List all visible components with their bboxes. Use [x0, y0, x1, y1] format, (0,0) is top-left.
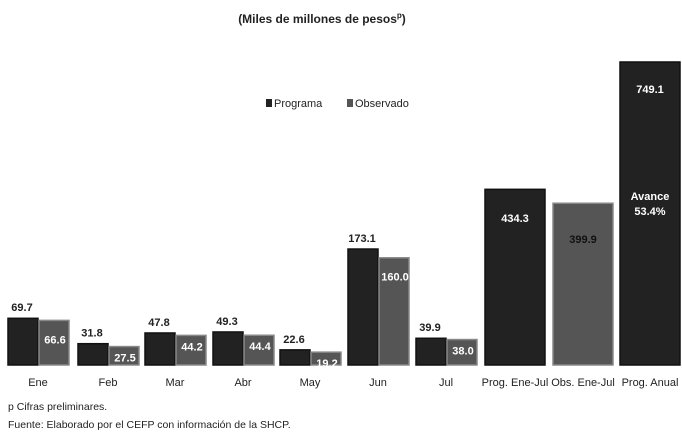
- chart-title: (Miles de millones de pesosp): [238, 11, 406, 26]
- x-tick-label: Obs. Ene-Jul: [551, 377, 615, 389]
- value-label: 434.3: [501, 213, 529, 225]
- bar: [415, 337, 447, 366]
- value-label: 49.3: [216, 316, 237, 328]
- value-label: 44.4: [249, 341, 271, 353]
- value-label: 27.5: [114, 352, 135, 364]
- bar: [484, 188, 546, 366]
- note: Fuente: Elaborado por el CEFP con inform…: [8, 419, 291, 431]
- bar: [619, 61, 681, 366]
- value-label: 39.9: [419, 322, 440, 334]
- bar: [175, 334, 207, 366]
- value-label: 38.0: [452, 345, 473, 357]
- x-tick-label: Jun: [369, 377, 387, 389]
- x-tick-label: May: [300, 377, 321, 389]
- x-tick-label: Ene: [28, 377, 48, 389]
- value-label: 160.0: [381, 272, 409, 284]
- x-tick-label: Mar: [166, 377, 185, 389]
- legend-swatch: [347, 99, 353, 107]
- bar: [77, 342, 109, 366]
- legend-swatch: [266, 99, 272, 107]
- bar: [279, 349, 311, 366]
- annotation: Avance: [631, 191, 670, 203]
- value-label: 22.6: [283, 334, 304, 346]
- legend-label: Observado: [355, 98, 409, 110]
- bar: [144, 332, 176, 366]
- bar: [212, 331, 244, 366]
- title-close: ): [402, 12, 406, 26]
- value-label: 749.1: [636, 84, 664, 96]
- bar: [310, 351, 342, 366]
- annotation: 53.4%: [634, 206, 665, 218]
- value-label: 31.8: [81, 328, 102, 340]
- bar: [38, 319, 70, 366]
- x-tick-label: Prog. Anual: [622, 377, 679, 389]
- value-label: 44.2: [181, 341, 202, 353]
- value-label: 66.6: [44, 334, 65, 346]
- bar: [446, 338, 478, 366]
- bar: [243, 334, 275, 366]
- bar: [552, 202, 614, 366]
- bar: [7, 317, 39, 366]
- x-tick-label: Jul: [439, 377, 453, 389]
- title-superscript: p: [397, 11, 402, 20]
- x-tick-label: Abr: [234, 377, 251, 389]
- value-label: 69.7: [11, 302, 32, 314]
- note: p Cifras preliminares.: [8, 401, 107, 413]
- title-text: (Miles de millones de pesos: [238, 12, 397, 26]
- legend-label: Programa: [274, 98, 323, 110]
- bar: [108, 345, 140, 366]
- x-tick-label: Prog. Ene-Jul: [482, 377, 549, 389]
- x-tick-label: Feb: [99, 377, 118, 389]
- value-label: 173.1: [348, 233, 376, 245]
- value-label: 399.9: [569, 234, 597, 246]
- bar: [347, 248, 379, 366]
- value-label: 47.8: [148, 317, 169, 329]
- bar: [378, 257, 410, 366]
- value-label: 19.2: [316, 358, 337, 370]
